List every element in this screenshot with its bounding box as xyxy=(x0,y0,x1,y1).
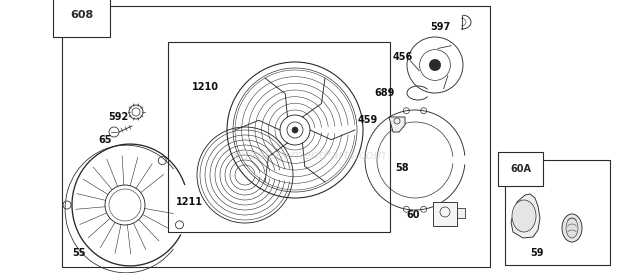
Text: 1211: 1211 xyxy=(176,197,203,207)
Text: 58: 58 xyxy=(395,163,409,173)
Text: 60A: 60A xyxy=(510,164,531,174)
Text: 456: 456 xyxy=(393,52,414,62)
Circle shape xyxy=(430,60,441,71)
Text: 689: 689 xyxy=(374,88,394,98)
Ellipse shape xyxy=(512,200,536,232)
Text: eReplacementParts.com: eReplacementParts.com xyxy=(234,149,386,162)
Text: 65: 65 xyxy=(98,135,112,145)
Text: 459: 459 xyxy=(358,115,378,125)
Ellipse shape xyxy=(566,218,578,238)
Polygon shape xyxy=(511,194,540,238)
Text: 1210: 1210 xyxy=(192,82,219,92)
Text: 608: 608 xyxy=(70,10,93,20)
Bar xyxy=(62,6,490,267)
Text: 55: 55 xyxy=(72,248,86,258)
Text: 60: 60 xyxy=(406,210,420,220)
Bar xyxy=(457,208,465,218)
Bar xyxy=(433,202,457,226)
Circle shape xyxy=(292,127,298,133)
Polygon shape xyxy=(389,117,405,132)
Text: 597: 597 xyxy=(430,22,450,32)
Text: 592: 592 xyxy=(108,112,128,122)
Ellipse shape xyxy=(562,214,582,242)
Bar xyxy=(168,42,390,232)
Bar xyxy=(505,160,610,265)
Text: 59: 59 xyxy=(530,248,544,258)
